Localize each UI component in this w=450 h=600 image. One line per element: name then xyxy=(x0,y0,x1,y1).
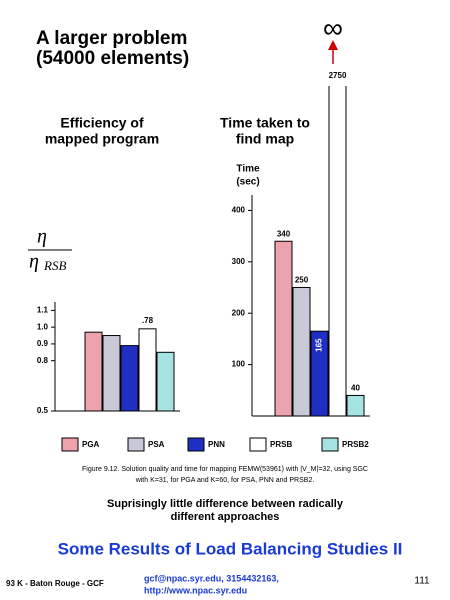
y-tick-label: 0.5 xyxy=(37,406,49,415)
slide-title: Some Results of Load Balancing Studies I… xyxy=(58,539,403,558)
y-axis-label: RSB xyxy=(43,258,66,273)
legend-label: PRSB2 xyxy=(342,440,369,449)
footer-contact: gcf@npac.syr.edu, 3154432163, xyxy=(144,573,279,583)
y-axis-label: (sec) xyxy=(236,177,259,188)
legend-label: PNN xyxy=(208,440,225,449)
value-label: 40 xyxy=(351,384,360,393)
y-tick-label: 400 xyxy=(232,206,246,215)
y-tick-label: 300 xyxy=(232,257,246,266)
remark: Suprisingly little difference between ra… xyxy=(107,498,344,510)
bars xyxy=(84,328,175,412)
value-label: 2750 xyxy=(329,71,347,80)
legend-swatch xyxy=(321,437,339,452)
y-axis-label: η xyxy=(29,251,39,273)
annotation: ∞ xyxy=(323,12,343,43)
bar xyxy=(346,394,365,417)
bar xyxy=(102,335,121,412)
chart-title: Efficiency of xyxy=(60,115,144,131)
y-tick-label: 1.0 xyxy=(37,322,49,331)
bar xyxy=(84,331,103,412)
bar xyxy=(292,287,311,417)
y-tick-label: 0.8 xyxy=(37,356,49,365)
bars xyxy=(274,86,365,417)
y-tick-label: 1.1 xyxy=(37,305,49,314)
header-title: A larger problem xyxy=(36,28,187,49)
legend-swatch xyxy=(187,437,205,452)
chart-title: find map xyxy=(236,131,294,147)
value-label: 340 xyxy=(277,229,291,238)
bar xyxy=(328,86,347,417)
legend-label: PRSB xyxy=(270,440,292,449)
chart-title: mapped program xyxy=(45,131,159,147)
footer-left: 93 K - Baton Rouge - GCF xyxy=(6,579,104,588)
chart-title: Time taken to xyxy=(220,115,310,131)
remark: different approaches xyxy=(171,511,280,523)
bar xyxy=(120,345,139,412)
caption: with K=31, for PGA and K=60, for PSA, PN… xyxy=(135,477,315,484)
annotation: .78 xyxy=(142,316,154,325)
legend-label: PGA xyxy=(82,440,100,449)
value-label: 250 xyxy=(295,276,309,285)
bar xyxy=(310,330,329,417)
y-tick-label: 100 xyxy=(232,360,246,369)
bar xyxy=(138,328,157,412)
y-tick-label: 200 xyxy=(232,308,246,317)
value-label: 165 xyxy=(315,338,324,352)
y-axis-label: η xyxy=(37,226,47,248)
legend-label: PSA xyxy=(148,440,165,449)
legend-swatch xyxy=(127,437,145,452)
page-number: 111 xyxy=(414,576,430,587)
bar xyxy=(274,240,293,417)
y-tick-label: 0.9 xyxy=(37,339,49,348)
footer-contact: http://www.npac.syr.edu xyxy=(144,585,247,595)
caption: Figure 9.12. Solution quality and time f… xyxy=(82,466,368,473)
bar xyxy=(156,351,175,412)
y-axis-label: Time xyxy=(236,164,260,175)
header-title: (54000 elements) xyxy=(36,48,189,69)
legend-swatch xyxy=(249,437,267,452)
arrow-head xyxy=(328,40,338,50)
legend-swatch xyxy=(61,437,79,452)
